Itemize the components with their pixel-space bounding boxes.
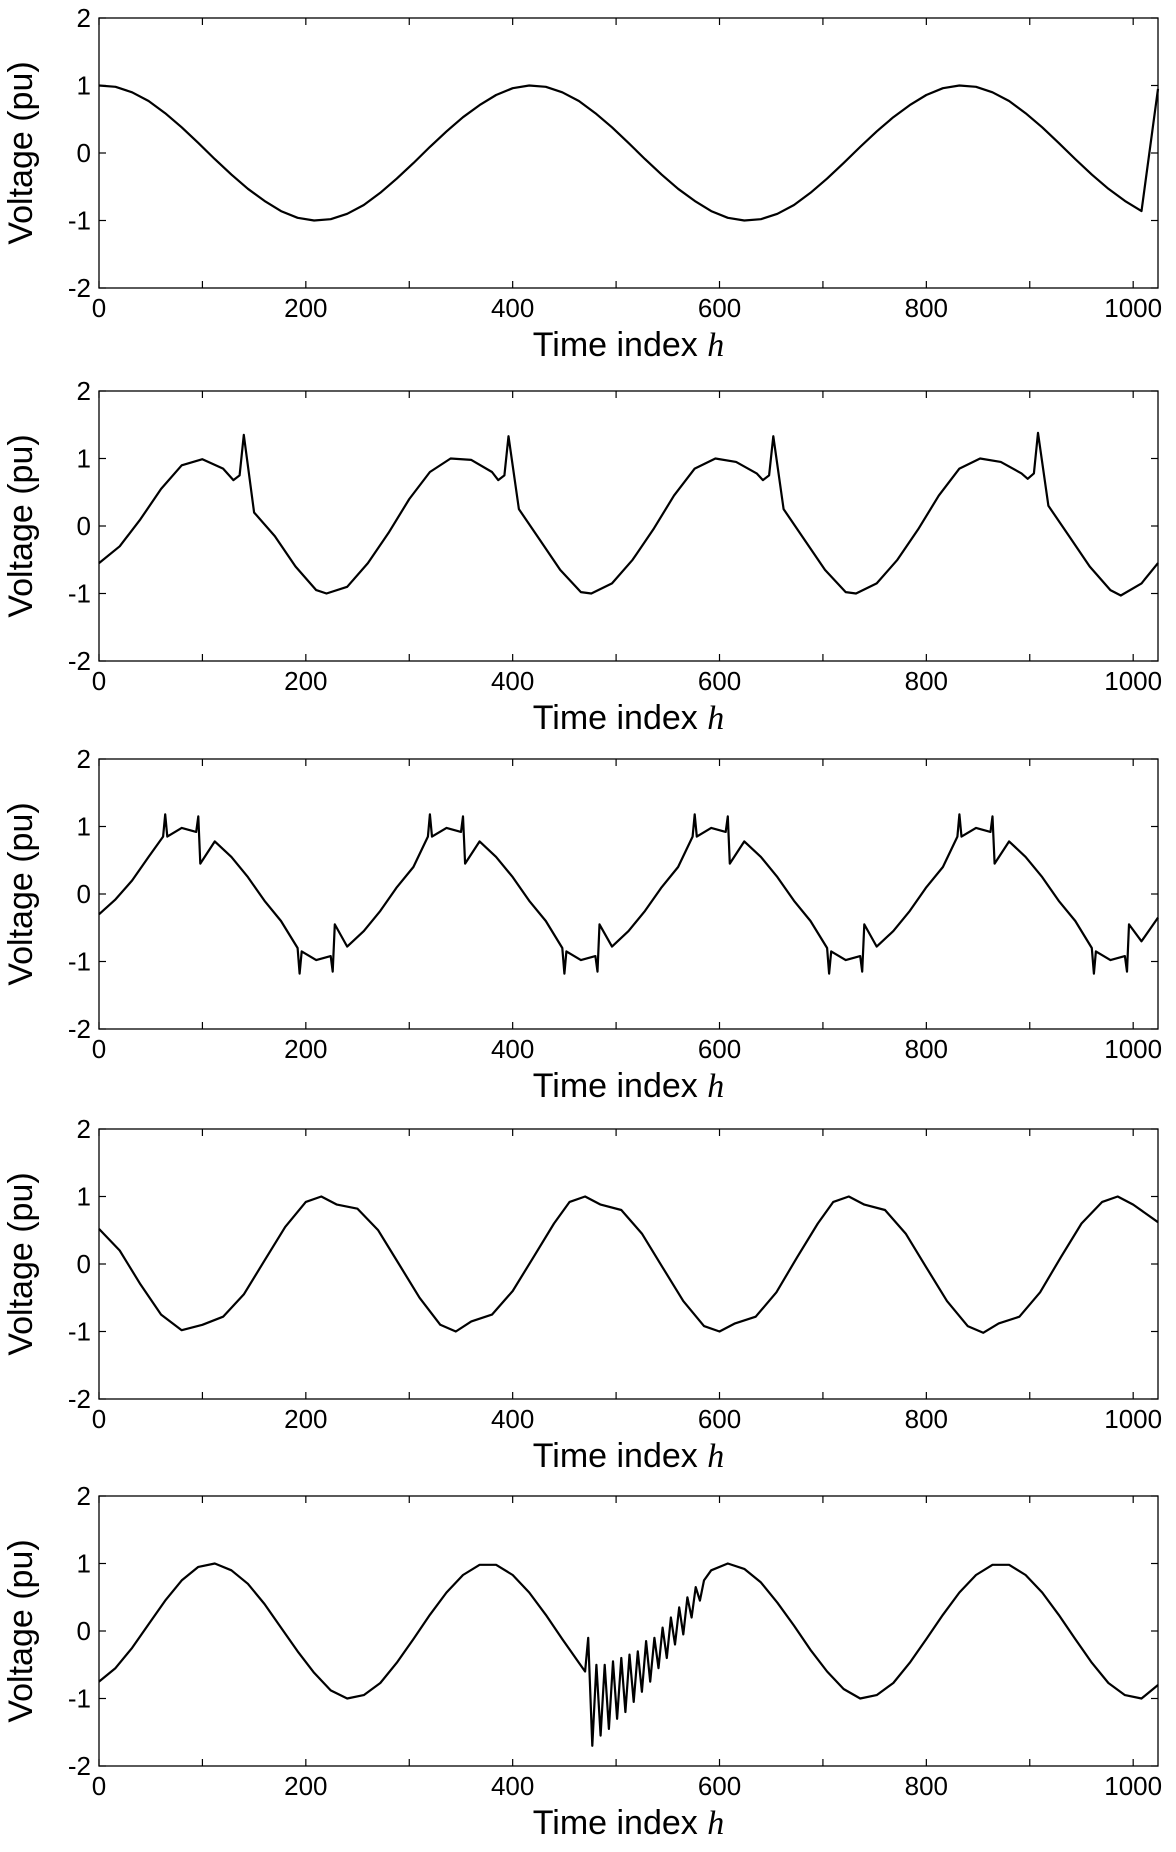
plot-frame bbox=[98, 1495, 1159, 1767]
x-axis-label-text: Time index bbox=[533, 1067, 707, 1105]
plot-frame bbox=[98, 390, 1159, 662]
x-axis-label-text: Time index bbox=[533, 326, 707, 364]
x-axis-label-variable: h bbox=[707, 1805, 724, 1842]
x-axis-label-variable: h bbox=[707, 327, 724, 364]
plot-frame bbox=[98, 1128, 1159, 1400]
x-axis-label: Time index h bbox=[533, 699, 724, 737]
x-tick-label: 200 bbox=[284, 1034, 327, 1064]
x-tick-label: 0 bbox=[92, 666, 106, 696]
y-axis-label: Voltage (pu) bbox=[2, 61, 40, 244]
subplot-3: -2 -1 0 1 2 0 200 400 600 800 1000 Voltage (pu) Time… bbox=[2, 744, 1162, 1105]
y-tick-label: 0 bbox=[77, 511, 91, 541]
x-tick-label: 200 bbox=[284, 1771, 327, 1801]
x-axis-label: Time index h bbox=[533, 1437, 724, 1475]
y-tick-label: -1 bbox=[68, 1684, 91, 1714]
y-tick-label: -1 bbox=[68, 579, 91, 609]
x-tick-label: 200 bbox=[284, 1404, 327, 1434]
x-tick-label: 200 bbox=[284, 666, 327, 696]
plot-frame bbox=[98, 758, 1159, 1030]
y-tick-label: 0 bbox=[77, 879, 91, 909]
y-tick-label: 2 bbox=[77, 376, 91, 406]
subplot-5: -2 -1 0 1 2 0 200 400 600 800 1000 Voltage (pu) Time… bbox=[2, 1481, 1162, 1842]
x-tick-label: 600 bbox=[698, 1771, 741, 1801]
y-axis-label: Voltage (pu) bbox=[2, 802, 40, 985]
y-tick-label: 1 bbox=[77, 1182, 91, 1212]
y-tick-label: -1 bbox=[68, 1317, 91, 1347]
y-tick-label: 2 bbox=[77, 744, 91, 774]
voltage-series-line bbox=[98, 813, 1159, 975]
y-tick-label: 2 bbox=[77, 1481, 91, 1511]
y-tick-label: 0 bbox=[77, 1616, 91, 1646]
x-tick-label: 0 bbox=[92, 1771, 106, 1801]
x-tick-label: 600 bbox=[698, 1404, 741, 1434]
y-axis-label: Voltage (pu) bbox=[2, 1539, 40, 1722]
subplot-4: -2 -1 0 1 2 0 200 400 600 800 1000 Voltage (pu) Time… bbox=[2, 1114, 1162, 1475]
x-axis-label-text: Time index bbox=[533, 1804, 707, 1842]
x-tick-label: 1000 bbox=[1104, 1034, 1162, 1064]
x-tick-label: 0 bbox=[92, 1404, 106, 1434]
x-axis-label: Time index h bbox=[533, 1804, 724, 1842]
voltage-series-line bbox=[98, 1195, 1159, 1334]
voltage-series-line bbox=[98, 1562, 1159, 1747]
y-tick-label: -2 bbox=[68, 1014, 91, 1044]
x-axis-label-variable: h bbox=[707, 1438, 724, 1475]
subplot-2: -2 -1 0 1 2 0 200 400 600 800 1000 Voltage (pu) Time… bbox=[2, 376, 1162, 737]
x-axis-label: Time index h bbox=[533, 326, 724, 364]
x-tick-label: 600 bbox=[698, 1034, 741, 1064]
x-tick-label: 200 bbox=[284, 293, 327, 323]
x-axis-label-variable: h bbox=[707, 1068, 724, 1105]
x-tick-label: 400 bbox=[491, 1034, 534, 1064]
y-tick-label: -2 bbox=[68, 1751, 91, 1781]
x-tick-label: 800 bbox=[905, 1771, 948, 1801]
y-axis-label: Voltage (pu) bbox=[2, 1172, 40, 1355]
x-tick-label: 400 bbox=[491, 1404, 534, 1434]
x-tick-label: 800 bbox=[905, 293, 948, 323]
x-tick-label: 600 bbox=[698, 293, 741, 323]
x-tick-label: 0 bbox=[92, 293, 106, 323]
x-axis-label-text: Time index bbox=[533, 699, 707, 737]
y-axis-label: Voltage (pu) bbox=[2, 434, 40, 617]
plot-frame bbox=[98, 17, 1159, 289]
x-axis-label-text: Time index bbox=[533, 1437, 707, 1475]
y-tick-label: -1 bbox=[68, 206, 91, 236]
x-tick-label: 400 bbox=[491, 666, 534, 696]
y-tick-label: -2 bbox=[68, 1384, 91, 1414]
x-tick-label: 800 bbox=[905, 666, 948, 696]
x-tick-label: 400 bbox=[491, 293, 534, 323]
y-tick-label: 1 bbox=[77, 812, 91, 842]
voltage-series-line bbox=[98, 84, 1160, 222]
subplot-1: -2 -1 0 1 2 0 200 400 600 800 1000 Voltage (pu) Time… bbox=[2, 3, 1162, 364]
x-tick-label: 800 bbox=[905, 1034, 948, 1064]
y-tick-label: -2 bbox=[68, 646, 91, 676]
y-tick-label: -2 bbox=[68, 273, 91, 303]
x-tick-label: 800 bbox=[905, 1404, 948, 1434]
x-tick-label: 1000 bbox=[1104, 293, 1162, 323]
y-tick-label: 0 bbox=[77, 1249, 91, 1279]
y-tick-label: 1 bbox=[77, 1549, 91, 1579]
voltage-series-line bbox=[98, 431, 1159, 597]
x-tick-label: 1000 bbox=[1104, 1771, 1162, 1801]
x-axis-label: Time index h bbox=[533, 1067, 724, 1105]
x-tick-label: 600 bbox=[698, 666, 741, 696]
y-tick-label: 2 bbox=[77, 3, 91, 33]
y-tick-label: -1 bbox=[68, 947, 91, 977]
x-tick-label: 0 bbox=[92, 1034, 106, 1064]
y-tick-label: 0 bbox=[77, 138, 91, 168]
x-tick-label: 1000 bbox=[1104, 1404, 1162, 1434]
y-tick-label: 1 bbox=[77, 444, 91, 474]
y-tick-label: 1 bbox=[77, 71, 91, 101]
x-tick-label: 400 bbox=[491, 1771, 534, 1801]
x-axis-label-variable: h bbox=[707, 700, 724, 737]
x-tick-label: 1000 bbox=[1104, 666, 1162, 696]
y-tick-label: 2 bbox=[77, 1114, 91, 1144]
